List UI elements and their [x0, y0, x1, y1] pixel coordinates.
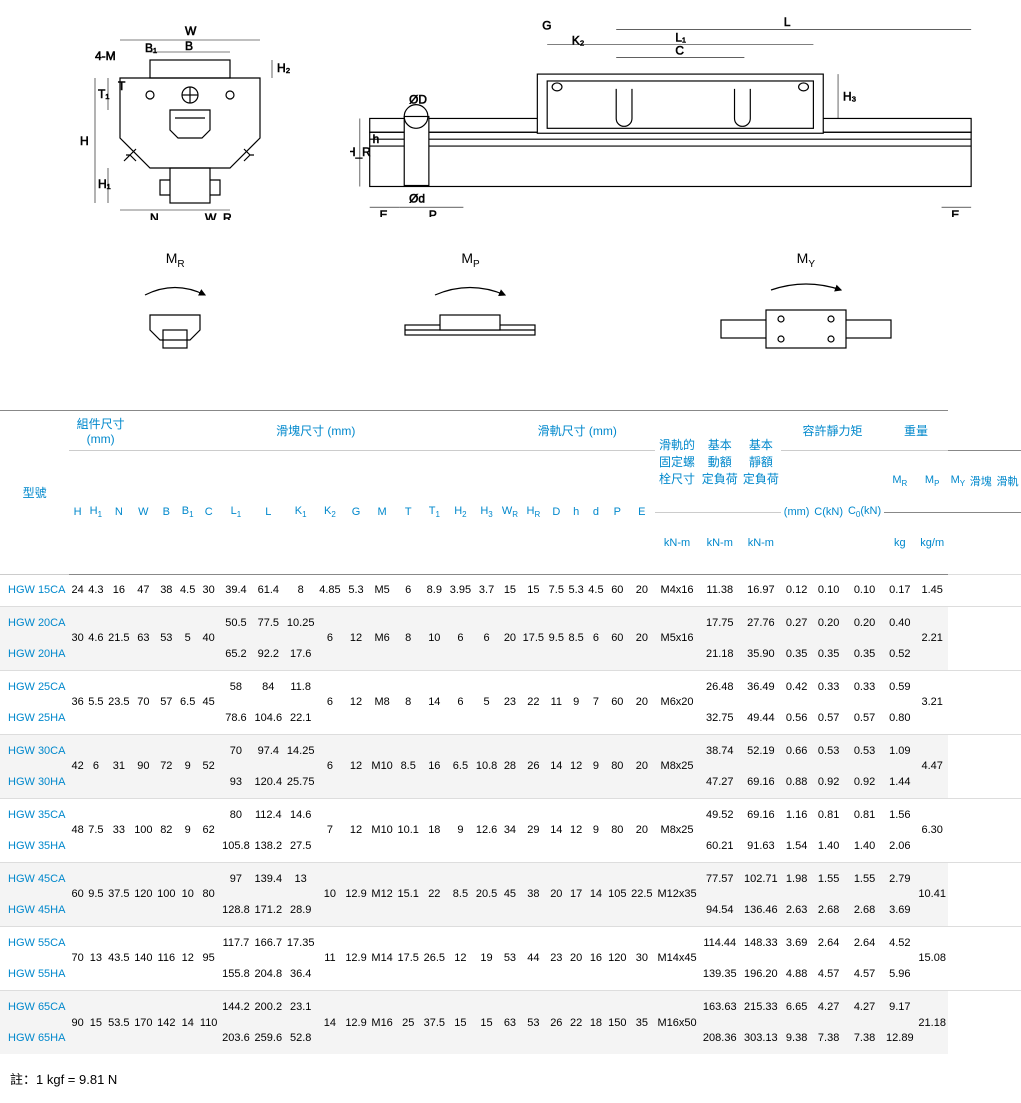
col-model: 型號 — [0, 410, 69, 574]
col-19: D — [546, 450, 566, 574]
svg-text:G: G — [542, 19, 551, 33]
spec-table: 型號 組件尺寸 (mm) 滑塊尺寸 (mm) 滑軌尺寸 (mm) 滑軌的 固定螺… — [0, 410, 1021, 1055]
side-view-diagram: L L₁ C G K₂ H₃ ØD H_R h Ød E P E — [350, 10, 981, 217]
table-row: HGW 30CA4263190729527097.414.25612M108.5… — [0, 734, 1021, 766]
grp-moment: 容許靜力矩 — [781, 410, 883, 450]
moment-diagrams: MR MP MY — [0, 230, 1021, 390]
table-row: HGW 15CA244.31647384.53039.461.484.855.3… — [0, 574, 1021, 606]
svg-text:W: W — [185, 24, 197, 38]
grp-bolt: 滑軌的 固定螺 栓尺寸 — [655, 410, 699, 512]
grp-dyn: 基本 動額 定負荷 — [699, 410, 740, 512]
col-27: MR — [884, 450, 916, 512]
col-13: T — [395, 450, 421, 574]
col-18: HR — [520, 450, 546, 574]
col-31: 滑軌 — [994, 450, 1021, 512]
moment-mp: MP — [395, 250, 545, 370]
col-8: L — [252, 450, 284, 574]
col-3: W — [132, 450, 155, 574]
col-16: H3 — [473, 450, 499, 574]
svg-text:4-M: 4-M — [95, 49, 116, 63]
svg-text:ØD: ØD — [409, 93, 427, 107]
col-28: MP — [916, 450, 948, 512]
footnote: 註：1 kgf = 9.81 N — [0, 1054, 1021, 1103]
grp-assembly: 組件尺寸 (mm) — [69, 410, 132, 450]
col-10: K2 — [317, 450, 343, 574]
col-21: d — [586, 450, 606, 574]
svg-text:E: E — [380, 208, 388, 217]
col-29: MY — [948, 450, 967, 512]
svg-text:T₁: T₁ — [98, 87, 109, 101]
technical-drawings: W B 4-M B₁ H H₁ T₁ H₂ N W_R T L — [0, 0, 1021, 230]
col-2: N — [106, 450, 132, 574]
svg-text:C: C — [675, 43, 684, 57]
moment-my: MY — [716, 250, 896, 370]
col-30: 滑塊 — [967, 450, 994, 512]
table-row: HGW 25CA365.523.570576.545588411.8612M88… — [0, 670, 1021, 702]
col-17: WR — [500, 450, 521, 574]
table-row: HGW 20CA304.621.5635354050.577.510.25612… — [0, 606, 1021, 638]
svg-text:H: H — [80, 134, 89, 148]
col-24: (mm) — [781, 450, 811, 574]
table-row: HGW 55CA701343.51401161295117.7166.717.3… — [0, 926, 1021, 958]
col-6: C — [198, 450, 220, 574]
svg-text:H_R: H_R — [350, 145, 371, 159]
svg-text:E: E — [951, 208, 959, 217]
col-11: G — [343, 450, 369, 574]
svg-text:B₁: B₁ — [145, 41, 157, 55]
grp-rail: 滑軌尺寸 (mm) — [500, 410, 655, 450]
svg-text:B: B — [185, 39, 193, 53]
table-row: HGW 45CA609.537.5120100108097139.4131012… — [0, 862, 1021, 894]
col-9: K1 — [284, 450, 316, 574]
table-row: HGW 35CA487.5331008296280112.414.6712M10… — [0, 798, 1021, 830]
svg-text:P: P — [429, 208, 437, 217]
table-row: HGW 65CA901553.517014214110144.2200.223.… — [0, 990, 1021, 1022]
svg-text:W_R: W_R — [205, 211, 232, 220]
table-header: 型號 組件尺寸 (mm) 滑塊尺寸 (mm) 滑軌尺寸 (mm) 滑軌的 固定螺… — [0, 410, 1021, 574]
col-20: h — [566, 450, 586, 574]
cross-section-diagram: W B 4-M B₁ H H₁ T₁ H₂ N W_R T — [40, 10, 320, 220]
moment-mr: MR — [125, 250, 225, 370]
svg-text:h: h — [373, 132, 380, 146]
col-0: H — [69, 450, 86, 574]
grp-weight: 重量 — [884, 410, 949, 450]
col-1: H1 — [86, 450, 106, 574]
col-12: M — [369, 450, 395, 574]
col-22: P — [606, 450, 629, 574]
col-26: C0(kN) — [845, 450, 883, 574]
svg-text:T: T — [118, 79, 126, 93]
table-body: HGW 15CA244.31647384.53039.461.484.855.3… — [0, 574, 1021, 1054]
svg-text:L: L — [784, 15, 791, 29]
col-5: B1 — [178, 450, 198, 574]
svg-text:K₂: K₂ — [572, 34, 584, 48]
grp-block: 滑塊尺寸 (mm) — [132, 410, 500, 450]
col-15: H2 — [447, 450, 473, 574]
svg-text:H₁: H₁ — [98, 177, 111, 191]
col-4: B — [155, 450, 178, 574]
col-23: E — [629, 450, 655, 574]
svg-text:N: N — [150, 211, 159, 220]
svg-text:Ød: Ød — [409, 191, 425, 205]
svg-text:H₃: H₃ — [843, 90, 857, 104]
col-14: T1 — [421, 450, 447, 574]
svg-text:H₂: H₂ — [277, 61, 291, 75]
col-7: L1 — [220, 450, 252, 574]
col-25: C(kN) — [812, 450, 846, 574]
grp-stat: 基本 靜額 定負荷 — [740, 410, 781, 512]
